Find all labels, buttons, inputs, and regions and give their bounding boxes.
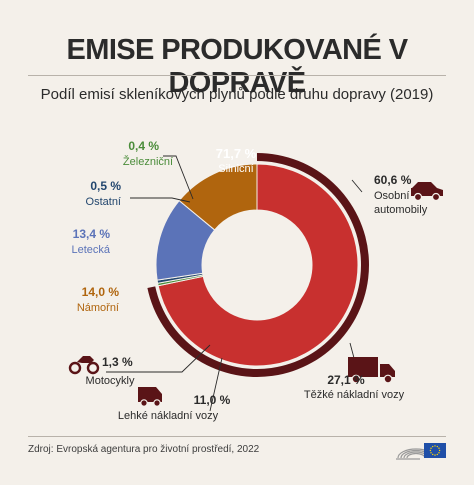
label-osobni-name-line2: automobily: [374, 204, 428, 216]
slice-namorni: [178, 163, 258, 231]
label-motocykly-name: Motocykly: [86, 375, 135, 387]
label-motocykly-value: 1,3 %: [102, 355, 133, 369]
vehicle-icons: [68, 182, 443, 407]
label-zeleznicni-name: Železniční: [123, 155, 173, 168]
label-silnicni-name: Silniční: [218, 163, 253, 175]
label-zeleznicni-value: 0,4 %: [128, 139, 159, 153]
leader-ostatni: [130, 197, 191, 203]
leader-motocykly: [106, 344, 211, 373]
label-ostatni-name: Ostatní: [86, 196, 121, 208]
label-tezke-value: 27,1 %: [327, 373, 365, 387]
label-silnicni-value: 71,7 %: [216, 146, 257, 161]
label-namorni-value: 14,0 %: [82, 285, 120, 299]
page-subtitle: Podíl emisí skleníkových plynů podle dru…: [40, 86, 434, 103]
leader-zeleznicni: [163, 155, 194, 200]
heavy-truck-icon: [348, 357, 395, 384]
label-lehke-name: Lehké nákladní vozy: [118, 410, 219, 422]
label-osobni-value: 60,6 %: [374, 173, 412, 187]
page-title: EMISE PRODUKOVANÉ V DOPRAVĚ: [66, 34, 409, 99]
label-namorni-name: Námořní: [77, 302, 119, 314]
eu-flag-icon: [424, 443, 446, 458]
van-icon: [138, 387, 162, 407]
leader-osobni: [351, 179, 363, 193]
motorcycle-icon: [68, 356, 100, 375]
label-osobni-name-line1: Osobní: [374, 190, 409, 202]
donut-slices: [155, 163, 359, 367]
source-note: Zdroj: Evropská agentura pro životní pro…: [28, 444, 260, 455]
label-lehke-value: 11,0 %: [194, 393, 231, 407]
label-ostatni-value: 0,5 %: [90, 179, 121, 193]
slice-silnicni: [157, 163, 359, 367]
label-letecka-name: Letecká: [71, 244, 110, 256]
car-icon: [411, 182, 443, 202]
leader-lehke: [209, 357, 223, 412]
label-tezke-name: Těžké nákladní vozy: [304, 389, 405, 401]
title-divider: [28, 75, 446, 76]
label-letecka-value: 13,4 %: [73, 227, 111, 241]
footer-divider: [28, 436, 446, 437]
